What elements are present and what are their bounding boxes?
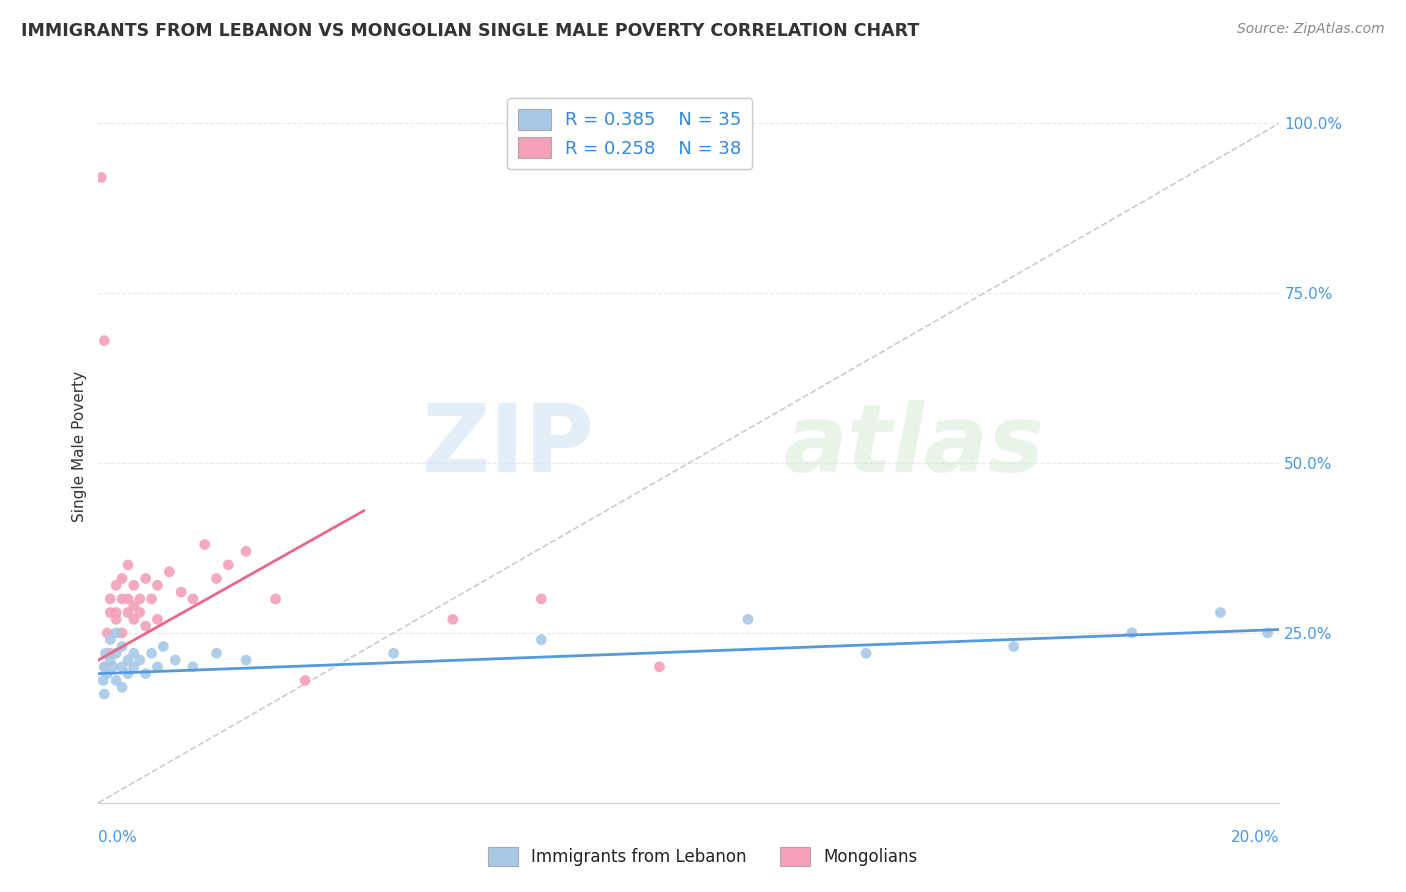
Point <box>1121 626 1143 640</box>
Point <box>98 591 121 606</box>
Point <box>530 632 553 647</box>
Point <box>93 660 115 674</box>
Point <box>105 673 128 688</box>
Point <box>135 572 157 586</box>
Point <box>1257 626 1279 640</box>
Point <box>294 673 316 688</box>
Legend: R = 0.385    N = 35, R = 0.258    N = 38: R = 0.385 N = 35, R = 0.258 N = 38 <box>508 98 752 169</box>
Point <box>1002 640 1025 654</box>
Text: Source: ZipAtlas.com: Source: ZipAtlas.com <box>1237 22 1385 37</box>
Point <box>441 612 464 626</box>
Point <box>855 646 877 660</box>
Point <box>105 578 128 592</box>
Point <box>146 612 169 626</box>
Text: ZIP: ZIP <box>422 400 595 492</box>
Point <box>165 653 187 667</box>
Point <box>105 646 128 660</box>
Point <box>128 606 150 620</box>
Point <box>105 626 128 640</box>
Point <box>737 612 759 626</box>
Point <box>122 612 145 626</box>
Point <box>111 626 134 640</box>
Point <box>91 673 114 688</box>
Point <box>111 640 134 654</box>
Point <box>111 660 134 674</box>
Point <box>135 666 157 681</box>
Point <box>117 653 139 667</box>
Point <box>93 660 115 674</box>
Point <box>205 572 228 586</box>
Point <box>141 591 163 606</box>
Point <box>117 558 139 572</box>
Point <box>235 653 257 667</box>
Point <box>117 666 139 681</box>
Point <box>264 591 287 606</box>
Text: IMMIGRANTS FROM LEBANON VS MONGOLIAN SINGLE MALE POVERTY CORRELATION CHART: IMMIGRANTS FROM LEBANON VS MONGOLIAN SIN… <box>21 22 920 40</box>
Point <box>96 626 118 640</box>
Point <box>105 606 128 620</box>
Text: atlas: atlas <box>783 400 1045 492</box>
Point <box>111 680 134 694</box>
Text: 0.0%: 0.0% <box>98 830 138 845</box>
Point <box>117 591 139 606</box>
Point <box>98 646 121 660</box>
Point <box>128 591 150 606</box>
Point <box>128 653 150 667</box>
Text: 20.0%: 20.0% <box>1232 830 1279 845</box>
Legend: Immigrants from Lebanon, Mongolians: Immigrants from Lebanon, Mongolians <box>479 838 927 875</box>
Point <box>194 537 217 551</box>
Point <box>122 599 145 613</box>
Point <box>530 591 553 606</box>
Point <box>1209 606 1232 620</box>
Point <box>103 660 125 674</box>
Point <box>93 334 115 348</box>
Point <box>382 646 405 660</box>
Point <box>235 544 257 558</box>
Point <box>141 646 163 660</box>
Point <box>105 612 128 626</box>
Point <box>94 646 117 660</box>
Point <box>122 646 145 660</box>
Point <box>98 606 121 620</box>
Point <box>135 619 157 633</box>
Point <box>152 640 174 654</box>
Point <box>122 660 145 674</box>
Point <box>111 572 134 586</box>
Point <box>181 591 204 606</box>
Point <box>111 591 134 606</box>
Y-axis label: Single Male Poverty: Single Male Poverty <box>72 370 87 522</box>
Point <box>122 578 145 592</box>
Point <box>96 666 118 681</box>
Point <box>90 170 112 185</box>
Point <box>93 687 115 701</box>
Point <box>157 565 180 579</box>
Point <box>217 558 239 572</box>
Point <box>146 660 169 674</box>
Point <box>117 606 139 620</box>
Point <box>98 653 121 667</box>
Point <box>98 632 121 647</box>
Point <box>648 660 671 674</box>
Point <box>146 578 169 592</box>
Point <box>181 660 204 674</box>
Point <box>170 585 193 599</box>
Point <box>205 646 228 660</box>
